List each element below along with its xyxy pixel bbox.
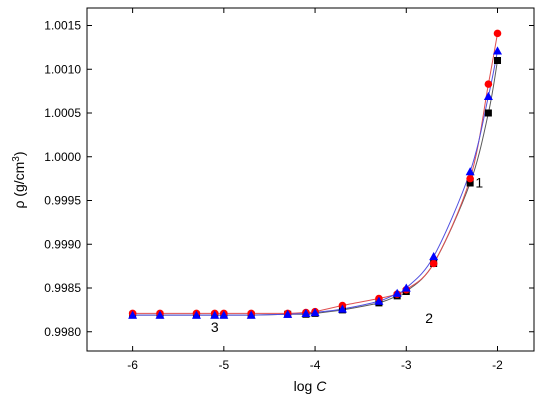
data-markers [128, 29, 503, 319]
y-axis-label: ρ (g/cm3) [11, 151, 28, 208]
series-3-point [401, 283, 411, 292]
y-tick-label: 1.0000 [44, 150, 81, 164]
curve-labels: 1 2 3 [211, 174, 484, 334]
series-1-point [484, 109, 492, 117]
x-tick-label: -4 [310, 358, 321, 372]
series-2-point [484, 80, 493, 88]
curve-label-2: 2 [425, 310, 433, 326]
y-axis-label-sup: 3 [11, 156, 22, 162]
series-3-point [283, 309, 293, 318]
y-tick-label: 0.9990 [44, 237, 81, 251]
x-tick-label: -3 [401, 358, 412, 372]
series-3-point [210, 310, 220, 319]
series-3-point [310, 308, 320, 317]
series-2-point [429, 259, 438, 268]
x-tick-label: -5 [219, 358, 230, 372]
x-axis-ticks: -6 -5 -4 -3 -2 [127, 8, 503, 372]
y-tick-label: 0.9985 [44, 281, 81, 295]
y-axis-label-main: ρ (g/cm [11, 162, 27, 209]
x-tick-label: -2 [492, 358, 503, 372]
y-tick-label: 0.9995 [44, 194, 81, 208]
series-2-point [466, 174, 474, 183]
plot-background [87, 8, 534, 351]
curve-label-1: 1 [475, 174, 483, 190]
y-tick-label: 1.0005 [44, 106, 81, 120]
series-3-point [337, 304, 347, 313]
series-3-point [465, 167, 475, 176]
x-axis-label: log C [294, 378, 328, 394]
series-3-point [246, 310, 256, 319]
y-axis-ticks: 0.9980 0.9985 0.9990 0.9995 1.0000 1.0005 1.00… [44, 19, 534, 339]
series-1-point [466, 179, 474, 187]
series-3-point [493, 46, 503, 55]
series-3-point [219, 310, 229, 319]
plot-frame [86, 7, 535, 352]
series-3-point [374, 296, 384, 305]
x-axis-label-main: log [294, 378, 317, 394]
curve-label-3: 3 [211, 319, 219, 335]
series-3-point [191, 310, 201, 319]
series-1-point [494, 57, 502, 64]
y-tick-label: 1.0015 [44, 19, 81, 33]
series-3-point [483, 91, 493, 100]
x-tick-label: -6 [127, 358, 138, 372]
series-3-point [128, 310, 138, 319]
series-3-point [301, 308, 311, 317]
series-3-point [392, 288, 402, 297]
series-3-point [155, 310, 165, 319]
series-2-point [493, 29, 502, 38]
y-tick-label: 1.0010 [44, 62, 81, 76]
x-axis-label-italic: C [316, 378, 327, 394]
series-3-point [429, 252, 439, 261]
y-tick-label: 0.9980 [44, 325, 81, 339]
y-axis-label-tail: ) [11, 151, 27, 156]
